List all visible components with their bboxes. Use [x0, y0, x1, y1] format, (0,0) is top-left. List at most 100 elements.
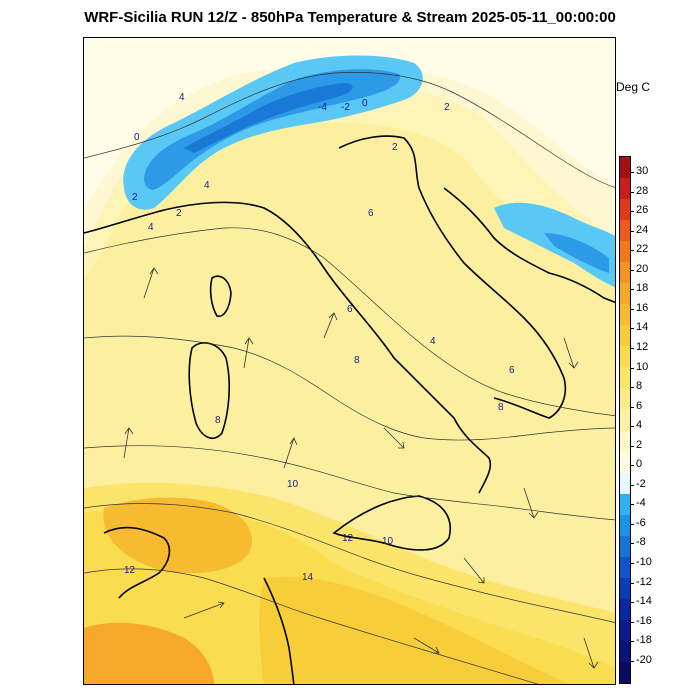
colorbar-tick-mark — [630, 426, 634, 428]
colorbar-tick-mark — [630, 191, 634, 193]
colorbar-tick-mark — [630, 328, 634, 330]
colorbar-tick-mark — [630, 172, 634, 173]
colorbar-cell — [620, 367, 630, 389]
colorbar-tick-label: -4 — [636, 497, 646, 510]
colorbar-tick-mark — [630, 211, 634, 213]
colorbar-tick-label: 30 — [636, 165, 649, 177]
colorbar-cell — [620, 640, 630, 663]
colorbar-cell — [620, 493, 630, 516]
coastline-tyrrhenian — [84, 201, 492, 494]
temperature-map: 4 0 -4 -2 0 2 2 4 4 2 2 6 6 4 8 6 8 8 10… — [83, 37, 616, 685]
colorbar-tick-label: 22 — [636, 243, 649, 256]
temp-zone-14-16-south — [259, 576, 570, 684]
colorbar — [619, 156, 631, 684]
colorbar-cell — [620, 472, 630, 495]
temp-zone-below-neg4 — [184, 83, 353, 153]
colorbar-cell — [620, 451, 630, 474]
colorbar-cell — [620, 514, 630, 537]
contour-labels: 4 0 -4 -2 0 2 2 4 4 2 2 6 6 4 8 6 8 8 10… — [124, 92, 515, 583]
colorbar-cell — [620, 577, 630, 600]
colorbar-cell — [620, 304, 630, 326]
colorbar-tick-mark — [630, 523, 634, 525]
contour-label-4-central: 4 — [430, 336, 436, 347]
contour-label-4-alps: 4 — [179, 92, 185, 103]
coastline-adriatic — [338, 135, 567, 419]
colorbar-tick-label: 2 — [636, 438, 643, 451]
colorbar-tick-mark — [630, 621, 634, 623]
colorbar-tick-label: 26 — [636, 204, 649, 217]
colorbar-tick-label: -16 — [636, 614, 652, 627]
contour-label-0-alps-east: 0 — [362, 98, 368, 109]
coastline-corsica — [209, 275, 232, 317]
coastline-sardinia — [188, 342, 230, 439]
colorbar-tick-label: -8 — [636, 536, 646, 549]
colorbar-cell — [620, 556, 630, 579]
temp-zone-0-2 — [84, 38, 615, 208]
colorbar-tick-label: -12 — [636, 575, 652, 588]
colorbar-tick-mark — [630, 308, 634, 310]
colorbar-tick-mark — [630, 465, 634, 467]
colorbar-tick-mark — [630, 445, 634, 447]
contour-label-2-liguria: 2 — [176, 208, 182, 219]
colorbar-tick-mark — [630, 582, 634, 584]
colorbar-tick-label: -18 — [636, 634, 652, 647]
contour-label-6-apulia: 6 — [509, 365, 515, 376]
colorbar-tick-mark — [630, 563, 634, 564]
colorbar-tick-label: 28 — [636, 184, 649, 197]
colorbar-tick-label: -10 — [636, 556, 652, 568]
colorbar-tick-label: -2 — [636, 477, 646, 490]
contour-label-8-sardinia: 8 — [215, 415, 221, 426]
colorbar-tick-mark — [630, 269, 634, 271]
temp-zone-balkan-colder — [544, 233, 609, 273]
contour-label-14-south: 14 — [302, 572, 314, 583]
contour-label-2-adriatic: 2 — [392, 142, 398, 153]
colorbar-cell — [620, 388, 630, 410]
contour-label-6-apennines: 6 — [368, 208, 374, 219]
colorbar-tick-mark — [630, 347, 634, 349]
colorbar-tick-mark — [630, 387, 634, 389]
contour-label-neg4-alps: -4 — [318, 102, 327, 113]
contour-label-12-tunisia: 12 — [124, 565, 136, 576]
colorbar-tick-mark — [630, 660, 634, 662]
colorbar-tick-mark — [630, 406, 634, 408]
colorbar-tick-label: 0 — [636, 458, 643, 471]
colorbar-cell — [620, 178, 630, 200]
contour-label-8-calabria: 8 — [498, 402, 504, 413]
stream-arrows — [123, 267, 599, 669]
colorbar-tick-label: 20 — [636, 262, 649, 275]
colorbar-cell — [620, 619, 630, 642]
colorbar-tick-mark — [630, 230, 634, 232]
contour-label-neg2-alps: -2 — [341, 102, 350, 113]
colorbar-tick-label: 16 — [636, 301, 649, 314]
colorbar-cell — [620, 262, 630, 284]
isotherm-lines — [84, 72, 615, 684]
colorbar-cell — [620, 325, 630, 347]
coastline-dalmatia — [443, 187, 615, 304]
colorbar-tick-label: 10 — [636, 360, 649, 373]
colorbar-tick-label: 12 — [636, 340, 649, 353]
colorbar-cell — [620, 283, 630, 305]
map-canvas: 4 0 -4 -2 0 2 2 4 4 2 2 6 6 4 8 6 8 8 10… — [84, 38, 615, 684]
colorbar-tick-label: 8 — [636, 380, 643, 393]
temp-zone-below-neg2 — [144, 69, 400, 190]
colorbar-tick-label: 14 — [636, 321, 649, 334]
colorbar-tick-mark — [630, 543, 634, 545]
colorbar-cell — [620, 199, 630, 221]
colorbar-cell — [620, 157, 630, 179]
coastlines — [84, 135, 615, 684]
colorbar-cell — [620, 241, 630, 263]
coastline-libya — [263, 577, 295, 684]
contour-label-6-central: 6 — [347, 304, 353, 315]
colorbar-tick-label: 4 — [636, 419, 643, 432]
coastline-tunisia — [103, 526, 171, 599]
colorbar-units: Deg C — [616, 80, 651, 94]
colorbar-tick-mark — [630, 250, 634, 252]
temp-zone-14-16-tunisia — [103, 497, 253, 573]
colorbar-tick-label: -14 — [636, 595, 652, 608]
colorbar-tick-label: 18 — [636, 282, 649, 295]
map-title: WRF-Sicilia RUN 12/Z - 850hPa Temperatur… — [84, 9, 616, 26]
colorbar-tick-label: 6 — [636, 399, 643, 412]
contour-label-12-sicily: 12 — [342, 533, 354, 544]
colorbar-cell — [620, 346, 630, 368]
contour-label-2-west: 2 — [132, 192, 138, 203]
